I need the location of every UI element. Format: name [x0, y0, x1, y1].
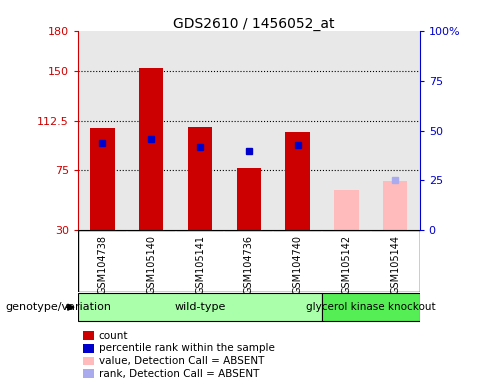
Bar: [285, 132, 310, 230]
Text: GSM105141: GSM105141: [195, 235, 205, 294]
Text: GSM105140: GSM105140: [146, 235, 156, 294]
Bar: [322, 293, 420, 321]
Text: GDS2610 / 1456052_at: GDS2610 / 1456052_at: [173, 17, 334, 31]
Text: count: count: [99, 331, 128, 341]
Bar: [188, 127, 212, 230]
Text: GSM104740: GSM104740: [293, 235, 303, 294]
Bar: [334, 190, 359, 230]
Bar: [78, 293, 322, 321]
Text: GSM105142: GSM105142: [342, 235, 351, 295]
Bar: [90, 128, 115, 230]
Text: GSM104736: GSM104736: [244, 235, 254, 294]
Bar: [383, 181, 407, 230]
Text: wild-type: wild-type: [174, 302, 226, 312]
Text: rank, Detection Call = ABSENT: rank, Detection Call = ABSENT: [99, 369, 259, 379]
Text: glycerol kinase knockout: glycerol kinase knockout: [306, 302, 436, 312]
Text: percentile rank within the sample: percentile rank within the sample: [99, 343, 274, 353]
Text: value, Detection Call = ABSENT: value, Detection Call = ABSENT: [99, 356, 264, 366]
Bar: [237, 168, 261, 230]
Text: genotype/variation: genotype/variation: [5, 302, 111, 312]
Bar: [139, 68, 163, 230]
Text: GSM105144: GSM105144: [390, 235, 400, 294]
Text: GSM104738: GSM104738: [98, 235, 107, 294]
